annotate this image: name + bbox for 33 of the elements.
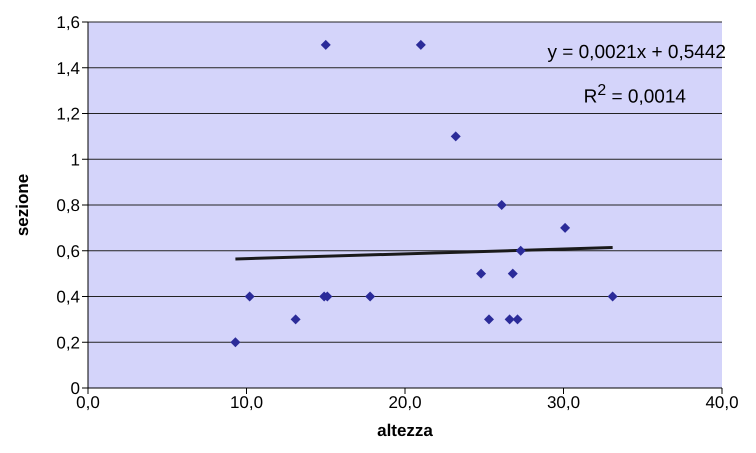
y-tick-label: 0,6 <box>56 242 80 261</box>
x-tick-label: 10,0 <box>230 393 264 412</box>
point <box>320 40 331 50</box>
point <box>484 314 494 324</box>
y-tick-label: 0,4 <box>56 288 80 307</box>
point <box>416 40 426 50</box>
annotation: R$^{2}$ = 0,0014 <box>582 81 687 110</box>
point <box>244 292 255 302</box>
point <box>560 222 570 233</box>
x-tick-label: 0,0 <box>76 393 100 412</box>
x-tick-label: 40,0 <box>705 393 739 412</box>
y-tick-label: 1 <box>70 150 80 170</box>
point <box>450 131 461 142</box>
point <box>516 246 526 256</box>
point <box>512 314 523 324</box>
y-tick-label: 1,6 <box>56 13 80 32</box>
annotation: y = 0,0021x + 0,5442 <box>547 41 726 65</box>
point <box>608 292 618 302</box>
point <box>230 337 240 348</box>
x-tick-label: 20,0 <box>388 393 422 412</box>
point <box>365 292 376 302</box>
y-tick-label: 0,2 <box>56 333 80 352</box>
point <box>290 314 301 324</box>
point <box>504 314 515 324</box>
y-tick-label: 1,2 <box>56 104 80 124</box>
y-tick-label: 0,8 <box>56 196 80 216</box>
x-axis-title: altezza <box>377 421 434 440</box>
point <box>508 268 518 279</box>
y-axis-title: sezione <box>13 174 32 236</box>
y-tick-label: 1,4 <box>56 58 80 78</box>
point <box>476 268 486 279</box>
x-tick-label: 30,0 <box>546 393 580 412</box>
point <box>496 200 507 210</box>
